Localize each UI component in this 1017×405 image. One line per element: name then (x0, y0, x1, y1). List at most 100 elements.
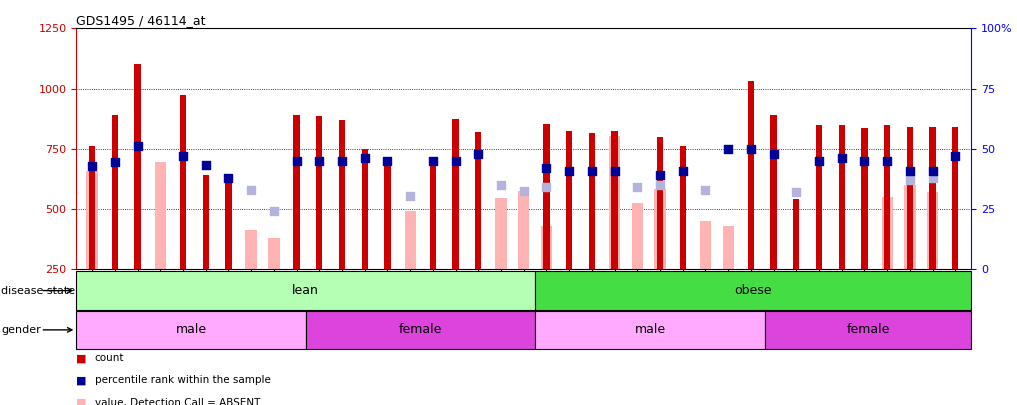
Point (856, 158, 873, 164)
Point (334, 158, 350, 164)
Point (289, 158, 305, 164)
Bar (611, 131, 617, 269)
Point (357, 155, 373, 162)
Bar (226, 180, 232, 269)
Bar (882, 197, 893, 269)
Point (924, 175, 941, 181)
Bar (306, 311, 535, 349)
Point (630, 184, 646, 191)
Bar (926, 192, 939, 269)
Point (197, 161, 214, 168)
Bar (268, 238, 280, 269)
Bar (657, 137, 663, 269)
Point (561, 167, 578, 174)
Point (379, 158, 396, 164)
Bar (930, 127, 936, 269)
Point (652, 182, 668, 188)
Point (924, 167, 941, 174)
Point (107, 159, 123, 165)
Bar (839, 125, 845, 269)
Bar (362, 149, 368, 269)
Point (516, 188, 532, 194)
Bar (609, 136, 620, 269)
Bar (294, 115, 300, 269)
Bar (316, 116, 322, 269)
Point (902, 177, 918, 183)
Point (698, 187, 714, 193)
Text: female: female (846, 323, 890, 337)
Point (243, 187, 259, 193)
Point (742, 145, 759, 152)
Bar (904, 185, 915, 269)
Bar (76, 311, 306, 349)
Bar (86, 171, 98, 269)
Bar (589, 133, 595, 269)
Bar (76, 271, 535, 310)
Bar (535, 271, 971, 310)
Text: value, Detection Call = ABSENT: value, Detection Call = ABSENT (95, 398, 260, 405)
Text: ■: ■ (76, 398, 86, 405)
Point (606, 167, 622, 174)
Bar (202, 175, 208, 269)
Text: disease state: disease state (1, 286, 75, 296)
Bar (543, 124, 549, 269)
Point (947, 153, 963, 159)
Bar (112, 115, 118, 269)
Bar (566, 131, 573, 269)
Point (447, 158, 464, 164)
Point (674, 167, 691, 174)
Point (902, 167, 918, 174)
Point (538, 165, 554, 171)
Bar (771, 115, 777, 269)
Point (766, 150, 782, 157)
Text: ■: ■ (76, 375, 86, 386)
Bar (816, 125, 822, 269)
Bar (339, 120, 345, 269)
Bar (541, 226, 552, 269)
Point (652, 172, 668, 179)
Point (470, 150, 486, 157)
Point (879, 158, 895, 164)
Point (811, 158, 827, 164)
Bar (89, 147, 96, 269)
Bar (952, 127, 958, 269)
Point (175, 153, 191, 159)
Bar (405, 211, 416, 269)
Text: ■: ■ (76, 353, 86, 363)
Bar (700, 221, 711, 269)
Point (788, 189, 804, 196)
Bar (453, 119, 459, 269)
Bar (495, 198, 506, 269)
Point (265, 208, 282, 215)
Bar (155, 162, 166, 269)
Text: lean: lean (292, 284, 319, 297)
Bar (722, 226, 734, 269)
Bar (384, 161, 391, 269)
Bar (180, 95, 186, 269)
Bar (907, 127, 913, 269)
Bar (654, 189, 666, 269)
Bar (632, 203, 643, 269)
Text: female: female (399, 323, 442, 337)
Text: male: male (635, 323, 665, 337)
Point (538, 184, 554, 191)
Text: obese: obese (734, 284, 772, 297)
Bar (861, 128, 868, 269)
Bar (430, 164, 436, 269)
Bar (535, 311, 765, 349)
Text: percentile rank within the sample: percentile rank within the sample (95, 375, 271, 386)
Point (129, 143, 145, 150)
Bar (679, 147, 685, 269)
Text: count: count (95, 353, 124, 363)
Bar (475, 132, 481, 269)
Point (84, 162, 101, 169)
Text: gender: gender (1, 325, 41, 335)
Point (221, 175, 237, 181)
Bar (747, 81, 754, 269)
Bar (134, 64, 140, 269)
Point (425, 158, 441, 164)
Bar (884, 125, 890, 269)
Point (493, 182, 510, 188)
Point (720, 145, 736, 152)
Text: male: male (176, 323, 206, 337)
